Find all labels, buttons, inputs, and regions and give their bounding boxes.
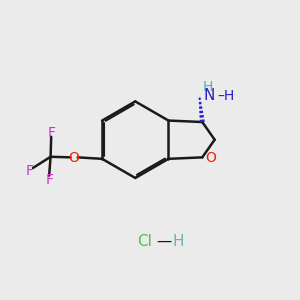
Text: H: H	[172, 234, 184, 249]
Text: N: N	[204, 88, 215, 103]
Text: F: F	[26, 164, 33, 178]
Text: F: F	[47, 126, 55, 140]
Text: Cl: Cl	[137, 234, 152, 249]
Text: O: O	[206, 151, 217, 165]
Text: O: O	[69, 151, 80, 165]
Text: –H: –H	[218, 88, 235, 103]
Text: —: —	[157, 234, 172, 249]
Text: F: F	[45, 173, 53, 187]
Text: H: H	[202, 80, 213, 94]
